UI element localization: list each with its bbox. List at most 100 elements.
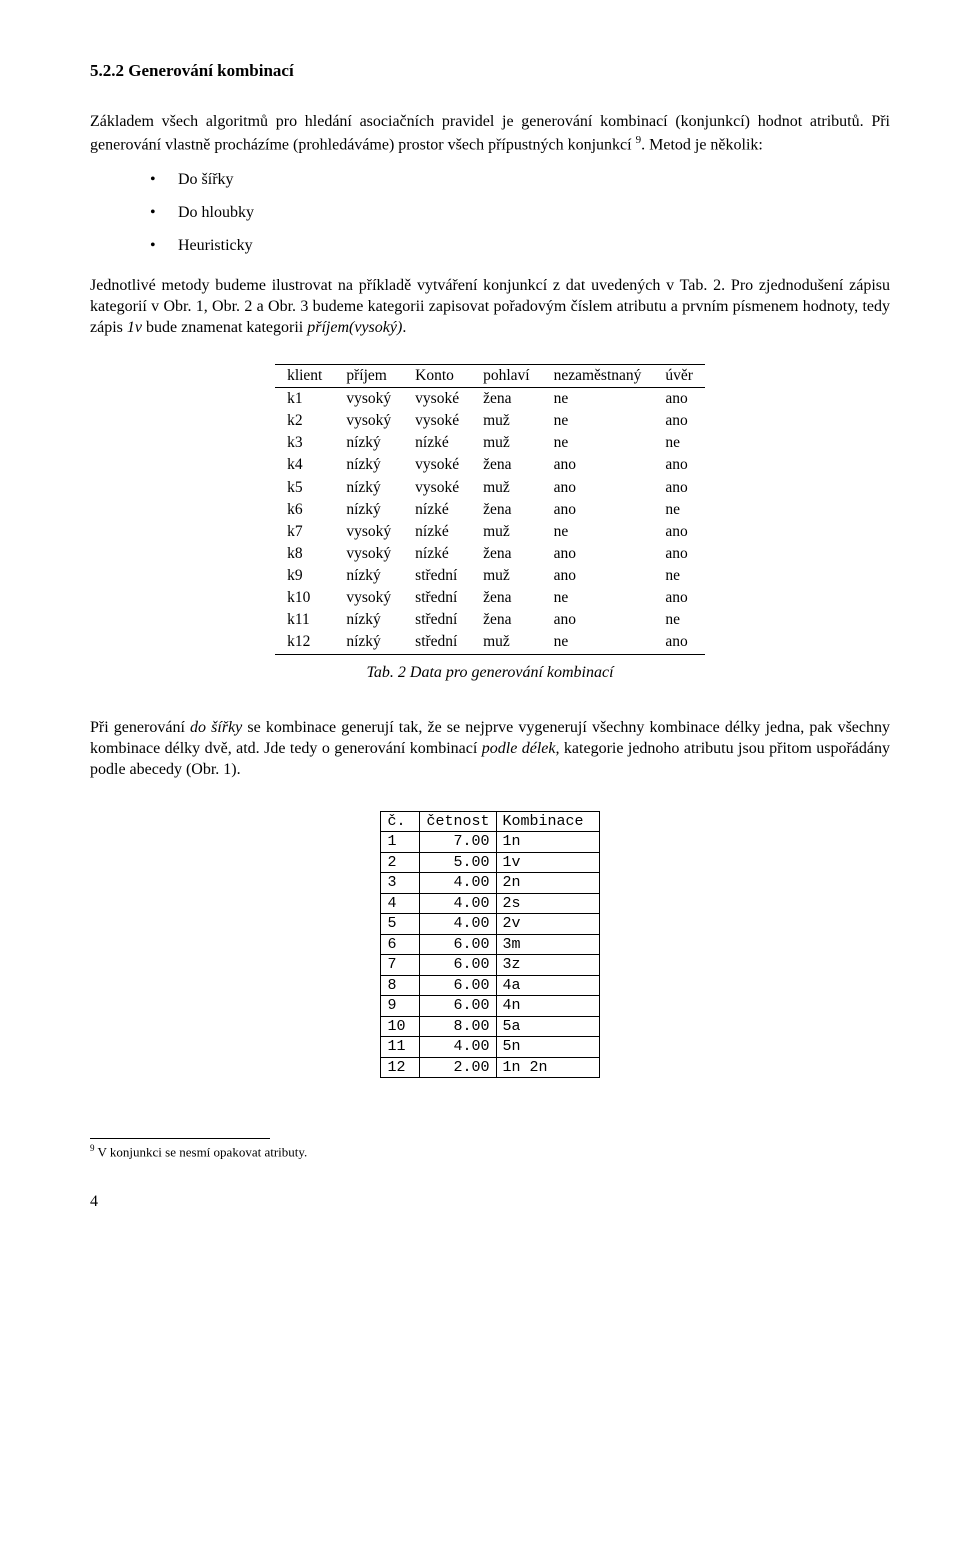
table1-cell: ne — [542, 432, 654, 454]
table1-cell: nízké — [403, 432, 471, 454]
table1-cell: žena — [471, 387, 542, 410]
section-heading: 5.2.2 Generování kombinací — [90, 60, 890, 82]
method-list: Do šířky Do hloubky Heuristicky — [150, 170, 890, 256]
para3-text-a: Při generování — [90, 719, 190, 736]
table2-cell: 1n — [496, 832, 599, 853]
table1-cell: nízké — [403, 499, 471, 521]
table-row: 96.004n — [381, 996, 599, 1017]
table2-cell: 1v — [496, 852, 599, 873]
table1-cell: vysoký — [334, 521, 403, 543]
table1-cell: vysoké — [403, 410, 471, 432]
table2-cell: 4 — [381, 893, 420, 914]
table1-cell: muž — [471, 565, 542, 587]
table1-cell: žena — [471, 587, 542, 609]
table1-cell: k6 — [275, 499, 334, 521]
table1-cell: střední — [403, 631, 471, 654]
table2-cell: 4a — [496, 975, 599, 996]
table-row: k2vysokývysokémužneano — [275, 410, 705, 432]
para3-italic-2: podle délek, — [482, 740, 560, 757]
para2-text-b: bude znamenat kategorii — [142, 319, 307, 336]
table1-header-cell: pohlaví — [471, 364, 542, 387]
footnote: 9 V konjunkci se nesmí opakovat atributy… — [90, 1143, 890, 1161]
data-table-1: klientpříjemKontopohlavínezaměstnanýúvěr… — [275, 364, 705, 655]
list-item: Do hloubky — [150, 203, 890, 224]
table-row: 34.002n — [381, 873, 599, 894]
table-row: k12nízkýstřednímužneano — [275, 631, 705, 654]
table1-cell: žena — [471, 499, 542, 521]
table1-header-cell: úvěr — [653, 364, 705, 387]
table2-wrapper: č.četnostKombinace17.001n25.001v34.002n4… — [90, 811, 890, 1079]
table2-cell: 4.00 — [420, 893, 496, 914]
para1-text-b: . Metod je několik: — [641, 136, 763, 153]
footnote-text: V konjunkci se nesmí opakovat atributy. — [95, 1145, 308, 1160]
table-row: k11nízkýstředníženaanone — [275, 609, 705, 631]
table2-cell: 2s — [496, 893, 599, 914]
table2-cell: 4.00 — [420, 914, 496, 935]
table2-cell: 10 — [381, 1016, 420, 1037]
table1-cell: nízký — [334, 477, 403, 499]
table1-cell: ne — [653, 565, 705, 587]
table1-cell: vysoký — [334, 587, 403, 609]
table1-cell: k7 — [275, 521, 334, 543]
table1-cell: žena — [471, 543, 542, 565]
table-row: k8vysokýnízkéženaanoano — [275, 543, 705, 565]
table1-cell: ano — [653, 587, 705, 609]
table1-header-cell: příjem — [334, 364, 403, 387]
table1-cell: k8 — [275, 543, 334, 565]
table-row: k5nízkývysokémužanoano — [275, 477, 705, 499]
table1-cell: střední — [403, 587, 471, 609]
table2-cell: 5a — [496, 1016, 599, 1037]
table1-cell: k5 — [275, 477, 334, 499]
table-row: 66.003m — [381, 934, 599, 955]
table-row: k4nízkývysokéženaanoano — [275, 454, 705, 476]
table1-cell: nízký — [334, 432, 403, 454]
table2-cell: 2v — [496, 914, 599, 935]
page-number: 4 — [90, 1192, 890, 1213]
table1-cell: střední — [403, 565, 471, 587]
table2-cell: 3z — [496, 955, 599, 976]
table2-cell: 6.00 — [420, 934, 496, 955]
table1-cell: vysoký — [334, 387, 403, 410]
table-row: 114.005n — [381, 1037, 599, 1058]
table1-cell: k4 — [275, 454, 334, 476]
table2-cell: 8 — [381, 975, 420, 996]
table1-cell: muž — [471, 410, 542, 432]
data-table-2: č.četnostKombinace17.001n25.001v34.002n4… — [380, 811, 599, 1079]
table-row: k9nízkýstřednímužanone — [275, 565, 705, 587]
table1-cell: žena — [471, 454, 542, 476]
table-row: 108.005a — [381, 1016, 599, 1037]
table1-cell: ne — [542, 387, 654, 410]
table1-cell: ne — [653, 609, 705, 631]
table2-cell: 3 — [381, 873, 420, 894]
table1-cell: k10 — [275, 587, 334, 609]
table2-cell: 4n — [496, 996, 599, 1017]
table1-cell: k1 — [275, 387, 334, 410]
table2-cell: 12 — [381, 1057, 420, 1078]
table-row: 86.004a — [381, 975, 599, 996]
table2-cell: 7.00 — [420, 832, 496, 853]
table1-cell: nízký — [334, 499, 403, 521]
table1-cell: ano — [542, 565, 654, 587]
table1-wrapper: klientpříjemKontopohlavínezaměstnanýúvěr… — [90, 364, 890, 655]
table2-cell: 2 — [381, 852, 420, 873]
table1-cell: vysoké — [403, 454, 471, 476]
table1-cell: ne — [542, 631, 654, 654]
para2-italic-2: příjem(vysoký) — [307, 319, 402, 336]
table1-cell: ne — [653, 432, 705, 454]
table1-cell: ano — [653, 410, 705, 432]
table2-cell: 5 — [381, 914, 420, 935]
table-row: 17.001n — [381, 832, 599, 853]
table1-cell: ano — [542, 499, 654, 521]
para2-text-c: . — [402, 319, 406, 336]
table1-cell: střední — [403, 609, 471, 631]
table-row: 54.002v — [381, 914, 599, 935]
table1-cell: ano — [653, 543, 705, 565]
table2-header-cell: četnost — [420, 811, 496, 832]
table1-cell: ano — [653, 387, 705, 410]
table1-cell: ne — [542, 587, 654, 609]
table2-cell: 2n — [496, 873, 599, 894]
table1-caption: Tab. 2 Data pro generování kombinací — [90, 663, 890, 684]
table1-cell: ano — [653, 477, 705, 499]
table2-cell: 2.00 — [420, 1057, 496, 1078]
table1-cell: k12 — [275, 631, 334, 654]
